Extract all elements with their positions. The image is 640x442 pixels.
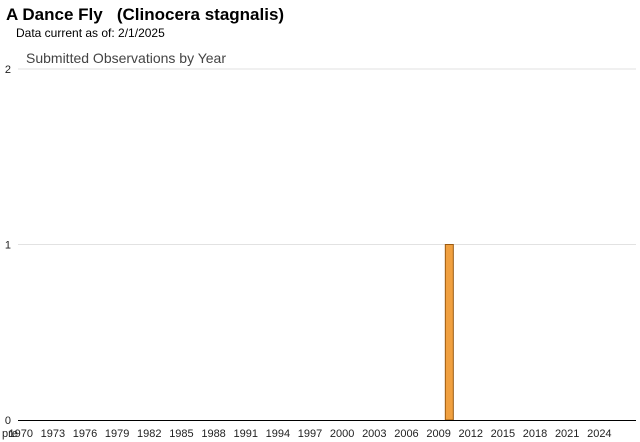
bar-2010[interactable] (444, 244, 454, 421)
x-tick-label: 2009 (426, 428, 450, 440)
data-current-date: Data current as of: 2/1/2025 (16, 26, 165, 40)
x-tick-label: 1994 (266, 428, 290, 440)
page-title: A Dance Fly (Clinocera stagnalis) (6, 5, 285, 24)
x-tick-label: 2006 (394, 428, 418, 440)
y-axis-ticks: 0 1 2 (5, 64, 11, 427)
x-tick-label: 1973 (41, 428, 65, 440)
y-tick-label: 1 (5, 240, 11, 252)
x-tick-label: 2012 (459, 428, 483, 440)
x-tick-label: 1988 (201, 428, 225, 440)
x-tick-label: pre (2, 428, 18, 440)
y-tick-label: 2 (5, 64, 11, 76)
x-tick-label: 1976 (73, 428, 97, 440)
gridlines (18, 68, 636, 245)
bars (444, 244, 454, 421)
x-tick-label: 2024 (587, 428, 611, 440)
x-tick-label: 1997 (298, 428, 322, 440)
x-tick-label: 2018 (523, 428, 547, 440)
x-tick-label: 1985 (169, 428, 193, 440)
y-tick-label: 0 (5, 415, 11, 427)
chart-title: Submitted Observations by Year (26, 50, 226, 66)
x-tick-label: 2003 (362, 428, 386, 440)
x-tick-label: 1991 (233, 428, 257, 440)
x-tick-label: 2000 (330, 428, 354, 440)
x-tick-label: 1982 (137, 428, 161, 440)
x-tick-label: 1979 (105, 428, 129, 440)
x-tick-label: 2015 (491, 428, 515, 440)
x-tick-label: 1970 (8, 428, 32, 440)
x-tick-label: 2021 (555, 428, 579, 440)
